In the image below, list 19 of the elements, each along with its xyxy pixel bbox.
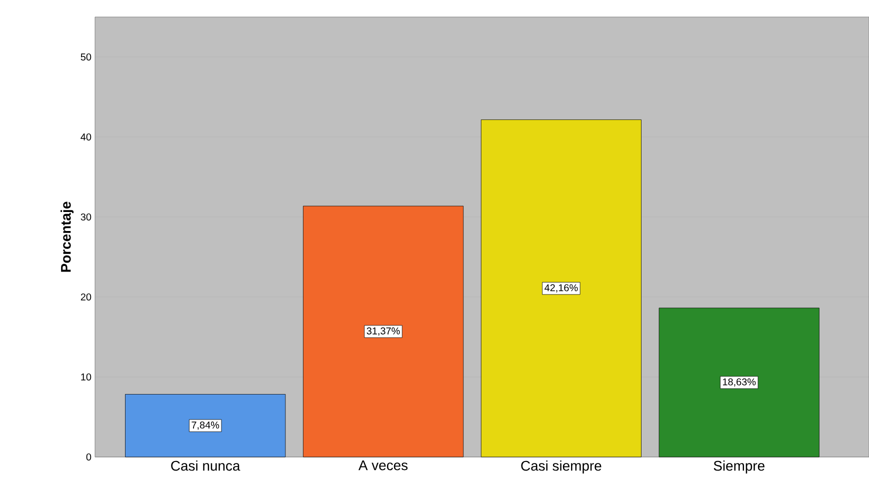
y-tick-label: 50 (80, 53, 92, 61)
x-tick-label: Casi nunca (171, 460, 240, 471)
y-tick-label: 40 (80, 133, 92, 141)
bar (480, 120, 642, 458)
y-tick-label: 10 (81, 373, 92, 381)
x-tick-label: Siempre (714, 460, 764, 474)
bar (125, 394, 286, 458)
y-axis-title: Porcentaje (60, 202, 74, 272)
bar (658, 308, 820, 458)
bar (302, 206, 464, 458)
data-label: 42,16% (544, 284, 578, 292)
y-tick-label: 0 (86, 453, 92, 461)
data-label: 7,84% (192, 422, 220, 430)
x-tick-label: Casi siempre (521, 460, 602, 474)
data-label: 18,63% (722, 378, 756, 387)
data-label: 31,37% (366, 327, 400, 336)
y-tick-label: 30 (80, 213, 92, 221)
y-tick-label: 20 (80, 293, 92, 301)
x-tick-label: A veces (358, 460, 408, 470)
